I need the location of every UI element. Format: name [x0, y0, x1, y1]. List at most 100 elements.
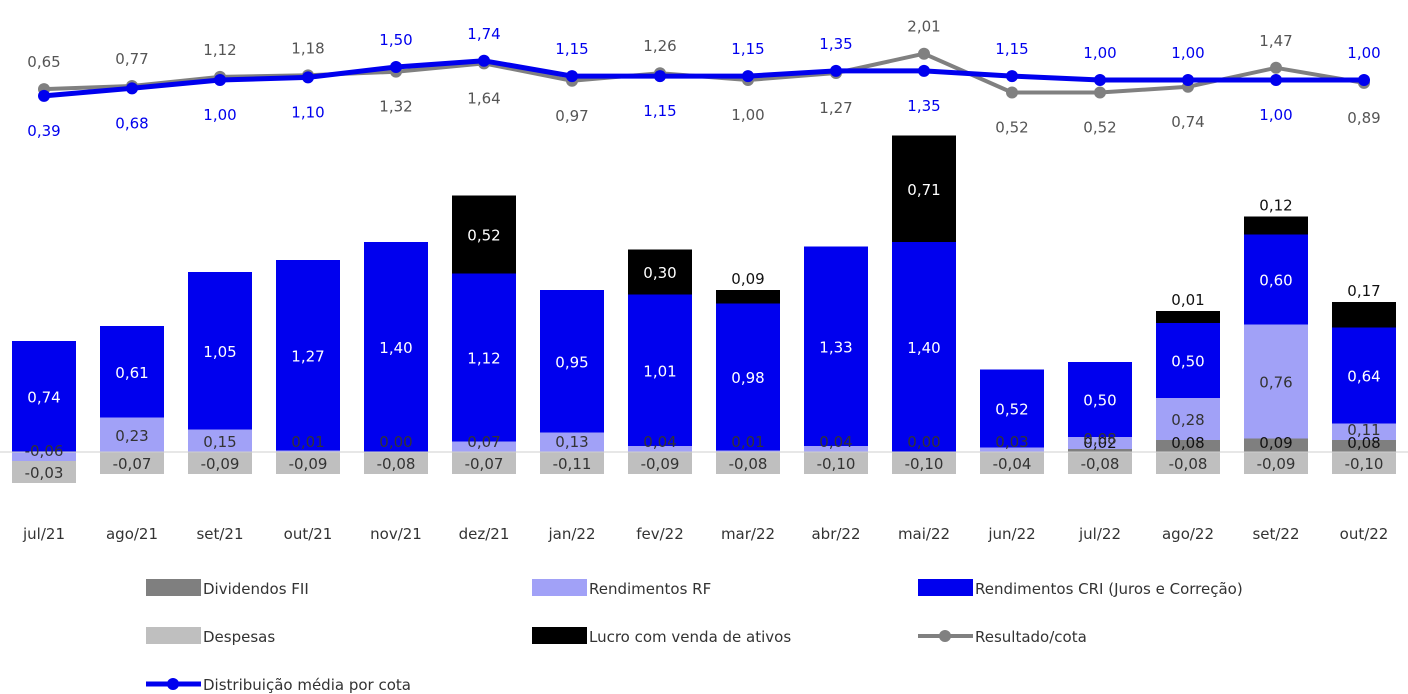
bar-label-desp-jul/21: -0,03 [25, 464, 64, 482]
bar-label-cri-set/22: 0,60 [1259, 272, 1292, 290]
bar-label-lucro-mai/22: 0,71 [907, 181, 940, 199]
line-label-distribuicao-ago/22: 1,00 [1171, 44, 1204, 62]
line-label-resultado-set/22: 1,47 [1259, 32, 1292, 50]
bar-label-cri-ago/21: 0,61 [115, 364, 148, 382]
point-distribuicao-out/21 [302, 71, 314, 84]
bar-label-desp-mai/22: -0,10 [905, 455, 944, 473]
bar-label-cri-out/22: 0,64 [1347, 368, 1380, 386]
point-resultado-jul/22 [1094, 86, 1106, 99]
bar-label-cri-dez/21: 1,12 [467, 350, 500, 368]
line-label-distribuicao-out/22: 1,00 [1347, 44, 1380, 62]
bar-label-desp-set/21: -0,09 [201, 455, 240, 473]
bar-label-rf-jul/21: -0,06 [25, 442, 64, 460]
bar-cri-jun/22 [980, 369, 1044, 448]
bar-label-desp-jun/22: -0,04 [993, 455, 1032, 473]
bar-desp-ago/22 [1156, 452, 1220, 474]
legend: Dividendos FII Rendimentos RF Rendimentos … [146, 579, 1243, 694]
bar-desp-jul/22 [1068, 452, 1132, 474]
point-resultado-jun/22 [1006, 86, 1018, 99]
bar-desp-ago/21 [100, 452, 164, 474]
bar-label-desp-set/22: -0,09 [1257, 455, 1296, 473]
point-distribuicao-mai/22 [918, 64, 930, 77]
line-label-distribuicao-out/21: 1,10 [291, 103, 324, 121]
bar-label-rf-set/21: 0,15 [203, 433, 236, 451]
line-label-resultado-mai/22: 2,01 [907, 18, 940, 36]
bar-desp-mai/22 [892, 452, 956, 474]
x-tick-mar/22: mar/22 [721, 525, 775, 543]
bar-label-lucro-fev/22: 0,30 [643, 264, 676, 282]
line-label-resultado-set/21: 1,12 [203, 41, 236, 59]
bar-cri-out/22 [1332, 327, 1396, 424]
line-label-distribuicao-fev/22: 1,15 [643, 102, 676, 120]
x-tick-jun/22: jun/22 [987, 525, 1035, 543]
x-tick-fev/22: fev/22 [636, 525, 684, 543]
bar-label-cri-mai/22: 1,40 [907, 339, 940, 357]
bar-label-rf-jan/22: 0,13 [555, 433, 588, 451]
legend-label-lucro: Lucro com venda de ativos [589, 628, 791, 646]
bar-label-rf-jun/22: 0,03 [995, 433, 1028, 451]
legend-swatch-cri [918, 579, 973, 596]
legend-item-resultado: Resultado/cota [918, 628, 1087, 646]
bar-cri-mar/22 [716, 303, 780, 451]
bar-desp-set/21 [188, 452, 252, 474]
line-label-distribuicao-mar/22: 1,15 [731, 40, 764, 58]
point-distribuicao-fev/22 [654, 70, 666, 83]
line-label-resultado-nov/21: 1,32 [379, 98, 412, 116]
bar-label-rf-ago/22: 0,28 [1171, 411, 1204, 429]
point-distribuicao-jan/22 [566, 70, 578, 83]
x-tick-jul/22: jul/22 [1078, 525, 1121, 543]
bar-label-rf-fev/22: 0,04 [643, 433, 676, 451]
bar-lucro-ago/22 [1156, 311, 1220, 323]
point-distribuicao-jul/21 [38, 89, 50, 102]
line-label-resultado-ago/22: 0,74 [1171, 113, 1204, 131]
line-label-resultado-jan/22: 0,97 [555, 107, 588, 125]
bar-label-lucro-out/22: 0,17 [1347, 282, 1380, 300]
line-label-distribuicao-jan/22: 1,15 [555, 40, 588, 58]
bar-label-cri-nov/21: 1,40 [379, 339, 412, 357]
bar-label-desp-out/22: -0,10 [1345, 455, 1384, 473]
bar-labels-layer: -0,06 0,74 -0,03 0,23 0,61 -0,07 0,15 1,05 -0,09… [25, 181, 1384, 482]
bar-label-rf-out/22: 0,11 [1347, 421, 1380, 439]
bar-label-cri-jul/22: 0,50 [1083, 392, 1116, 410]
bar-label-desp-dez/21: -0,07 [465, 455, 504, 473]
bar-cri-abr/22 [804, 246, 868, 446]
ticks-layer: jul/21 ago/21 set/21 out/21 nov/21 dez/21 jan/… [22, 525, 1388, 543]
line-label-resultado-jul/21: 0,65 [27, 53, 60, 71]
bar-label-desp-fev/22: -0,09 [641, 455, 680, 473]
bar-desp-nov/21 [364, 452, 428, 474]
bar-rf-ago/21 [100, 417, 164, 452]
line-label-distribuicao-dez/21: 1,74 [467, 25, 500, 43]
bar-label-rf-ago/21: 0,23 [115, 427, 148, 445]
bar-desp-dez/21 [452, 452, 516, 474]
bar-label-rf-dez/21: 0,07 [467, 433, 500, 451]
legend-label-distribuicao: Distribuição média por cota [203, 676, 411, 694]
x-tick-set/21: set/21 [196, 525, 243, 543]
x-tick-ago/22: ago/22 [1162, 525, 1214, 543]
bar-cri-ago/21 [100, 326, 164, 418]
line-label-resultado-jun/22: 0,52 [995, 118, 1028, 136]
legend-item-rf: Rendimentos RF [532, 579, 711, 598]
line-label-distribuicao-jun/22: 1,15 [995, 40, 1028, 58]
bar-label-desp-out/21: -0,09 [289, 455, 328, 473]
bar-cri-nov/21 [364, 242, 428, 452]
bar-label-rf-mai/22: 0,00 [907, 433, 940, 451]
bar-desp-mar/22 [716, 452, 780, 474]
bar-cri-fev/22 [628, 294, 692, 446]
x-tick-jan/22: jan/22 [547, 525, 595, 543]
bar-label-cri-ago/22: 0,50 [1171, 353, 1204, 371]
bar-desp-jan/22 [540, 452, 604, 474]
bar-desp-out/22 [1332, 452, 1396, 474]
legend-marker-distribuicao [167, 678, 179, 690]
bar-rf-set/22 [1244, 324, 1308, 439]
bar-desp-fev/22 [628, 452, 692, 474]
bar-cri-out/21 [276, 260, 340, 451]
legend-item-desp: Despesas [146, 627, 275, 646]
legend-label-resultado: Resultado/cota [975, 628, 1087, 646]
legend-item-div: Dividendos FII [146, 579, 309, 598]
x-tick-dez/21: dez/21 [459, 525, 510, 543]
line-label-distribuicao-set/21: 1,00 [203, 106, 236, 124]
bar-desp-abr/22 [804, 452, 868, 474]
bar-lucro-set/22 [1244, 216, 1308, 235]
bar-cri-ago/22 [1156, 323, 1220, 398]
